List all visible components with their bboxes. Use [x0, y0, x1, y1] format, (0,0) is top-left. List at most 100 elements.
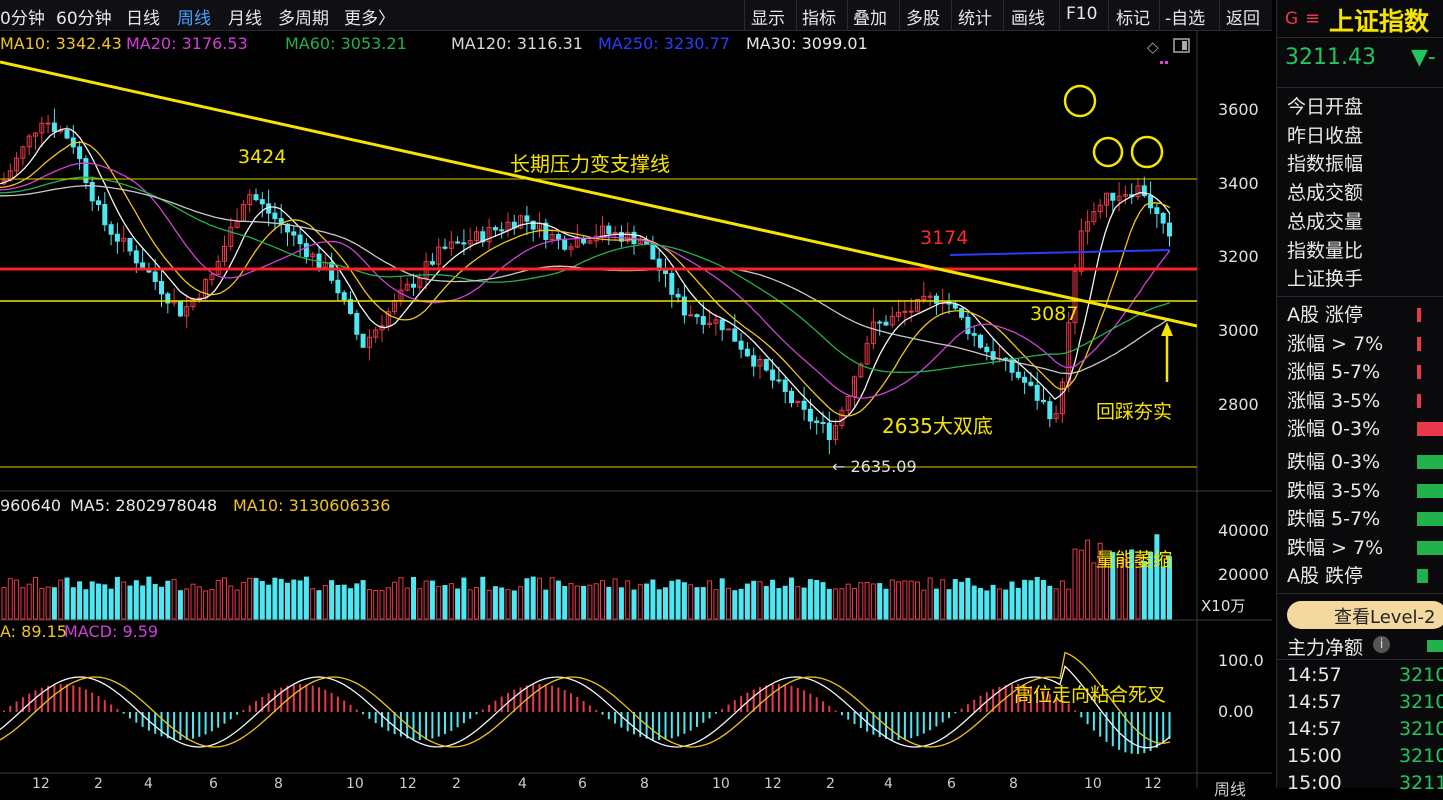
tool-draw[interactable]: 画线 — [1011, 9, 1045, 29]
tool-stats[interactable]: 统计 — [958, 9, 992, 29]
volume-bar — [385, 587, 391, 620]
candle-body — [33, 132, 38, 137]
tab-10min[interactable]: 0分钟 — [0, 9, 45, 29]
tool-back[interactable]: 返回 — [1226, 9, 1260, 29]
volume-bar — [1160, 566, 1166, 620]
volume-bar — [398, 577, 404, 620]
index-change-arrow: ▼- — [1411, 45, 1436, 70]
candle-body — [1104, 192, 1109, 206]
level2-button[interactable]: 查看Level-2 — [1287, 601, 1443, 629]
candle-body — [744, 348, 750, 357]
tab-weekly[interactable]: 周线 — [177, 9, 211, 29]
breadth-bar — [1417, 512, 1443, 527]
volume-bar — [39, 587, 45, 620]
menu-icon[interactable]: ≡ — [1305, 8, 1321, 29]
volume-bar — [568, 583, 574, 620]
candle-body — [688, 314, 694, 317]
macd-legend-item: A: 89.15 — [0, 622, 67, 641]
volume-bar — [505, 589, 511, 620]
candle-body — [259, 199, 265, 205]
macd-line — [0, 665, 1171, 749]
candle-body — [518, 215, 524, 229]
volume-bar — [965, 577, 971, 620]
volume-bar — [165, 580, 171, 620]
ma250-short-line — [949, 249, 1171, 256]
volume-bar — [310, 588, 316, 620]
macd-tick: 100.0 — [1218, 651, 1264, 670]
tool-indicator[interactable]: 指标 — [802, 9, 836, 29]
volume-bar — [20, 587, 26, 620]
tool-f10[interactable]: F10 — [1066, 4, 1098, 24]
volume-bar — [978, 587, 983, 620]
level2-button-label: 查看Level-2 — [1334, 607, 1436, 628]
volume-bar — [1059, 580, 1065, 620]
tab-daily[interactable]: 日线 — [126, 9, 160, 29]
tab-monthly[interactable]: 月线 — [228, 9, 262, 29]
volume-bar — [896, 581, 902, 620]
volume-bar — [726, 587, 731, 620]
candle-body — [64, 129, 70, 139]
candle-body — [335, 279, 341, 294]
tool-remove-watchlist[interactable]: -自选 — [1165, 9, 1206, 29]
candle-body — [159, 280, 164, 295]
candle-body — [921, 295, 927, 300]
quote-panel: G ≡ 上证指数 3211.43 ▼- 今日开盘 昨日收盘 指数振幅 总成交额 总成交量… — [1276, 0, 1443, 794]
info-icon[interactable]: i — [1373, 636, 1390, 653]
volume-bar — [675, 579, 681, 620]
volume-bar — [404, 587, 410, 620]
candle-body — [404, 283, 410, 291]
volume-bar — [77, 581, 83, 620]
candle-body — [770, 369, 776, 381]
tool-overlay[interactable]: 叠加 — [853, 9, 887, 29]
annot-macd: 高位走向粘合死叉 — [1014, 684, 1167, 706]
volume-bar — [719, 578, 725, 620]
volume-bar — [152, 583, 158, 620]
candle-body — [1022, 376, 1028, 383]
tool-display[interactable]: 显示 — [751, 9, 785, 29]
volume-bar — [1116, 557, 1122, 620]
tick-time: 15:00 — [1287, 772, 1342, 794]
volume-bar — [486, 589, 492, 620]
candle-body — [990, 351, 996, 360]
tab-60min[interactable]: 60分钟 — [56, 9, 112, 29]
volume-bar — [1091, 562, 1097, 620]
breadth-bar — [1417, 422, 1443, 437]
volume-bar — [436, 585, 442, 620]
candle-body — [114, 233, 120, 242]
x-axis-tick: 4 — [884, 776, 893, 792]
volume-bar — [543, 589, 549, 620]
x-axis-tick: 4 — [144, 776, 153, 792]
volume-legend-item: MA10: 3130606336 — [233, 496, 391, 515]
candle-body — [1047, 401, 1053, 420]
candle-body — [915, 298, 920, 312]
macd-histogram — [0, 651, 1171, 754]
candle-body — [1116, 195, 1122, 201]
candle-body — [45, 122, 51, 125]
candle-body — [285, 223, 290, 233]
tab-multi-period[interactable]: 多周期 — [278, 9, 329, 29]
tool-mark[interactable]: 标记 — [1116, 9, 1150, 29]
candle-body — [348, 299, 353, 314]
candle-body — [896, 311, 902, 317]
volume-bar — [316, 590, 322, 620]
volume-bar — [833, 588, 839, 620]
volume-bar — [789, 577, 794, 620]
tool-multi-stock[interactable]: 多股 — [906, 9, 940, 29]
candle-body — [933, 295, 939, 304]
kline-chart-svg: ◇ — [0, 31, 1272, 788]
x-axis-tick: 12 — [399, 776, 417, 792]
candle-body — [833, 425, 839, 440]
candle-body — [291, 231, 297, 236]
candle-body — [385, 311, 391, 327]
x-axis-tick: 10 — [1084, 776, 1102, 792]
x-period-label: 周线 — [1214, 780, 1247, 799]
volume-bar — [146, 576, 152, 620]
volume-bar — [650, 579, 656, 620]
volume-bar — [1135, 555, 1141, 620]
candle-body — [1122, 194, 1128, 197]
volume-bar — [14, 579, 20, 620]
tab-more[interactable]: 更多〉 — [344, 9, 395, 29]
tick-time: 14:57 — [1287, 718, 1342, 740]
volume-tick: 40000 — [1218, 521, 1269, 540]
volume-bar — [366, 589, 372, 620]
